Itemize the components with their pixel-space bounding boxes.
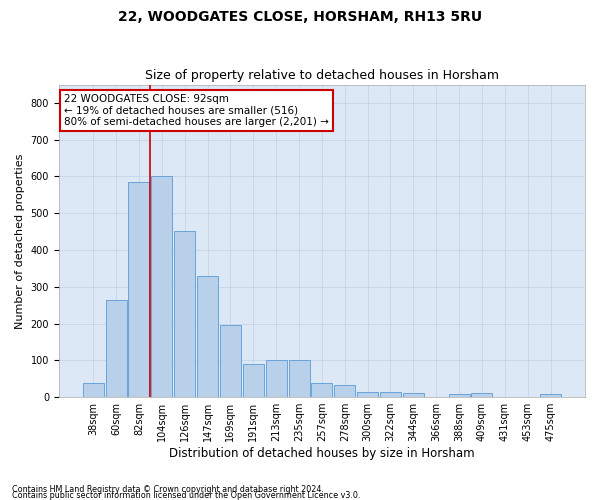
Bar: [472, 394, 493, 397]
Text: Contains public sector information licensed under the Open Government Licence v3: Contains public sector information licen…: [12, 490, 361, 500]
Bar: [106, 300, 127, 397]
Bar: [357, 392, 378, 397]
Bar: [151, 176, 172, 397]
Bar: [449, 394, 470, 397]
X-axis label: Distribution of detached houses by size in Horsham: Distribution of detached houses by size …: [169, 447, 475, 460]
Text: Contains HM Land Registry data © Crown copyright and database right 2024.: Contains HM Land Registry data © Crown c…: [12, 484, 324, 494]
Bar: [174, 230, 195, 397]
Bar: [540, 394, 561, 397]
Bar: [197, 276, 218, 397]
Bar: [403, 394, 424, 397]
Bar: [220, 324, 241, 397]
Bar: [380, 392, 401, 397]
Y-axis label: Number of detached properties: Number of detached properties: [15, 153, 25, 328]
Bar: [83, 383, 104, 397]
Bar: [266, 360, 287, 397]
Title: Size of property relative to detached houses in Horsham: Size of property relative to detached ho…: [145, 69, 499, 82]
Bar: [128, 182, 149, 397]
Bar: [334, 386, 355, 397]
Text: 22 WOODGATES CLOSE: 92sqm
← 19% of detached houses are smaller (516)
80% of semi: 22 WOODGATES CLOSE: 92sqm ← 19% of detac…: [64, 94, 329, 127]
Bar: [289, 360, 310, 397]
Text: 22, WOODGATES CLOSE, HORSHAM, RH13 5RU: 22, WOODGATES CLOSE, HORSHAM, RH13 5RU: [118, 10, 482, 24]
Bar: [243, 364, 264, 397]
Bar: [311, 384, 332, 397]
